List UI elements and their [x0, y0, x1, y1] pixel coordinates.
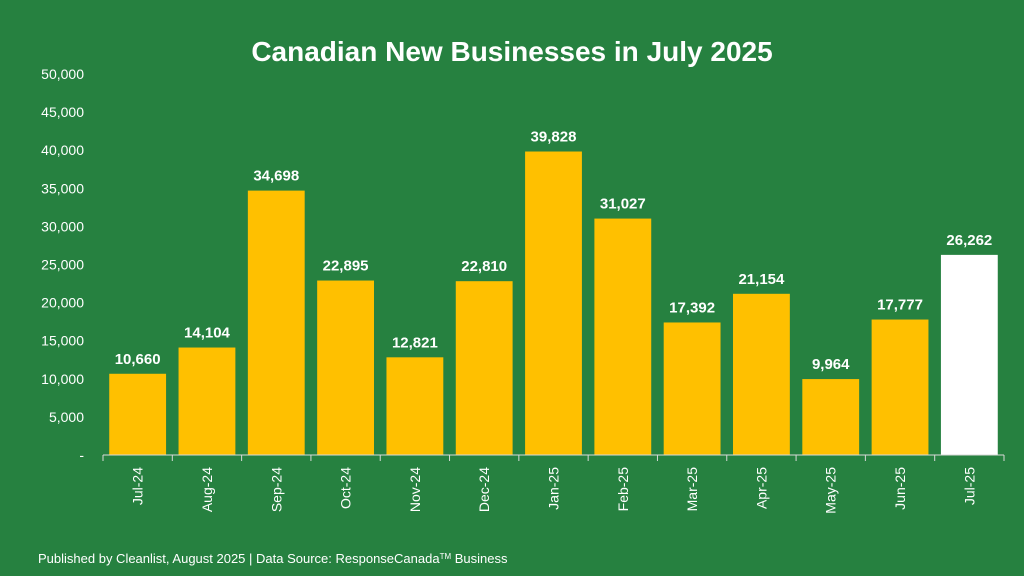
bar: [940, 254, 998, 455]
bar-value-label: 17,392: [669, 299, 715, 316]
y-tick-label: -: [79, 447, 84, 463]
bar-value-label: 9,964: [812, 356, 850, 373]
bar-value-label: 34,698: [253, 168, 299, 185]
bar: [525, 151, 582, 456]
chart-title: Canadian New Businesses in July 2025: [251, 36, 773, 67]
bar: [594, 218, 652, 455]
x-tick-label: May-25: [823, 467, 839, 514]
footer-suffix: Business: [451, 551, 508, 566]
bar: [109, 373, 167, 455]
bar-value-label: 12,821: [392, 334, 438, 351]
bar-value-label: 14,104: [184, 325, 231, 342]
bar-value-label: 10,660: [115, 351, 161, 368]
x-tick-label: Aug-24: [199, 467, 215, 512]
y-tick-label: 5,000: [49, 409, 84, 425]
bar-value-label: 39,828: [531, 129, 577, 146]
x-tick-label: Feb-25: [615, 467, 631, 512]
bar: [802, 379, 860, 455]
bar: [386, 357, 444, 455]
bar-value-label: 22,895: [323, 258, 369, 275]
x-tick-label: Mar-25: [684, 467, 700, 512]
x-tick-label: Nov-24: [407, 467, 423, 512]
x-tick-label: Jan-25: [546, 467, 562, 510]
trademark-mark: TM: [439, 552, 452, 561]
footer-source: Published by Cleanlist, August 2025 | Da…: [38, 551, 508, 566]
y-tick-label: 40,000: [41, 142, 84, 158]
bar: [663, 322, 721, 455]
y-tick-label: 45,000: [41, 104, 84, 120]
bar: [455, 281, 513, 455]
bar-value-label: 21,154: [738, 271, 785, 288]
x-tick-label: Dec-24: [476, 467, 492, 512]
x-tick-label: Jul-24: [130, 467, 146, 505]
bar-value-label: 22,810: [461, 258, 507, 275]
y-tick-label: 50,000: [41, 66, 84, 82]
y-tick-label: 30,000: [41, 218, 84, 234]
x-tick-label: Jun-25: [892, 467, 908, 510]
bar: [733, 293, 790, 455]
footer-text: Published by Cleanlist, August 2025 | Da…: [38, 551, 440, 566]
y-tick-label: 35,000: [41, 180, 84, 196]
x-tick-label: Apr-25: [753, 467, 769, 509]
bar: [871, 319, 929, 455]
bar: [317, 280, 374, 455]
bar-value-label: 17,777: [877, 297, 923, 314]
bar-value-label: 26,262: [946, 232, 992, 249]
y-tick-label: 25,000: [41, 257, 84, 273]
x-tick-label: Oct-24: [338, 467, 354, 509]
bar: [178, 347, 236, 455]
bar-value-label: 31,027: [600, 196, 646, 213]
y-tick-label: 10,000: [41, 371, 84, 387]
y-tick-label: 15,000: [41, 333, 84, 349]
bar: [247, 190, 305, 455]
x-tick-label: Jul-25: [961, 467, 977, 505]
x-tick-label: Sep-24: [268, 467, 284, 512]
y-tick-label: 20,000: [41, 295, 84, 311]
